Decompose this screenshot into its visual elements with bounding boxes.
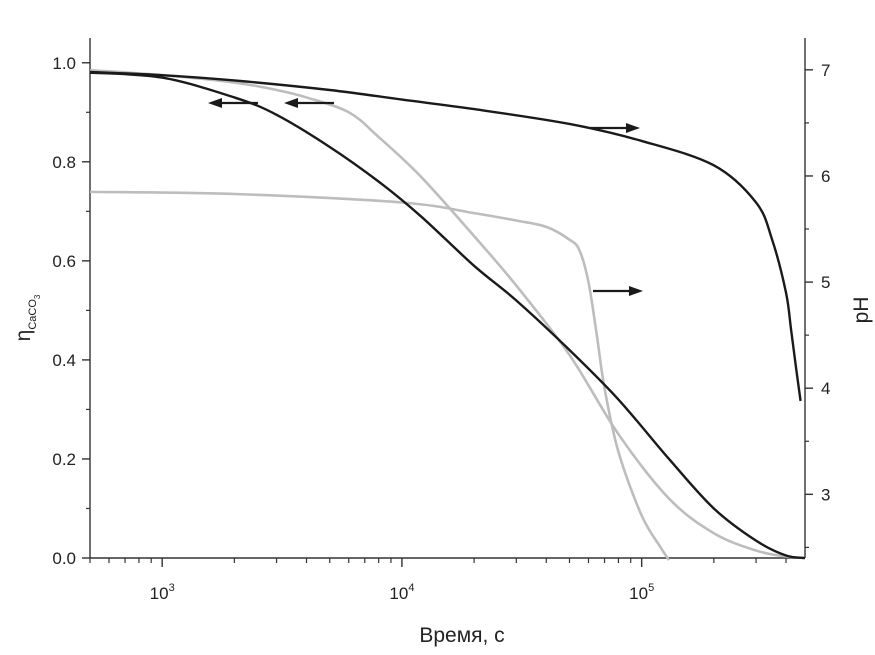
series-line-left-light bbox=[89, 68, 806, 560]
annotation-arrow-head bbox=[284, 98, 298, 108]
x-tick-label: 105 bbox=[629, 582, 654, 603]
series-group bbox=[89, 68, 806, 561]
x-axis-label: Время, с bbox=[419, 624, 504, 647]
y-right-tick-label: 7 bbox=[821, 61, 830, 80]
y-left-tick-label: 0.0 bbox=[52, 549, 76, 568]
svg-text:ηCaCO3: ηCaCO3 bbox=[12, 294, 42, 341]
annotation-arrow-head bbox=[626, 123, 640, 133]
y-right-tick-label: 3 bbox=[821, 485, 830, 504]
y-right-tick-label: 4 bbox=[821, 379, 830, 398]
y-right-tick-label: 6 bbox=[821, 167, 830, 186]
series-line-right-dark bbox=[89, 70, 802, 402]
annotation-arrows bbox=[208, 98, 643, 296]
series-line-left-dark bbox=[89, 71, 806, 560]
series-line-right-light bbox=[89, 190, 671, 561]
y-axis-left-label-subsub: 3 bbox=[33, 294, 42, 299]
y-left-tick-label: 0.6 bbox=[52, 252, 76, 271]
annotation-arrow-head bbox=[629, 286, 643, 296]
y-left-tick-label: 0.4 bbox=[52, 351, 76, 370]
y-left-tick-label: 0.8 bbox=[52, 153, 76, 172]
y-axis-right-label: pH bbox=[850, 297, 873, 324]
y-left-tick-label: 0.2 bbox=[52, 450, 76, 469]
x-tick-label: 103 bbox=[150, 582, 175, 603]
y-axis-left-label-main: η bbox=[12, 330, 35, 342]
annotation-arrow-head bbox=[208, 98, 222, 108]
x-tick-label: 104 bbox=[389, 582, 414, 603]
y-axis-left-label: ηCaCO3 bbox=[12, 294, 42, 341]
ticks: 103 104 105 0.0 0.2 0.4 0.6 0.8 1.0 3 4 5 6 7 bbox=[52, 54, 830, 603]
y-right-tick-label: 5 bbox=[821, 273, 830, 292]
plot-frame bbox=[89, 38, 806, 559]
y-left-tick-label: 1.0 bbox=[52, 54, 76, 73]
y-axis-left-label-sub: CaCO bbox=[27, 299, 39, 330]
